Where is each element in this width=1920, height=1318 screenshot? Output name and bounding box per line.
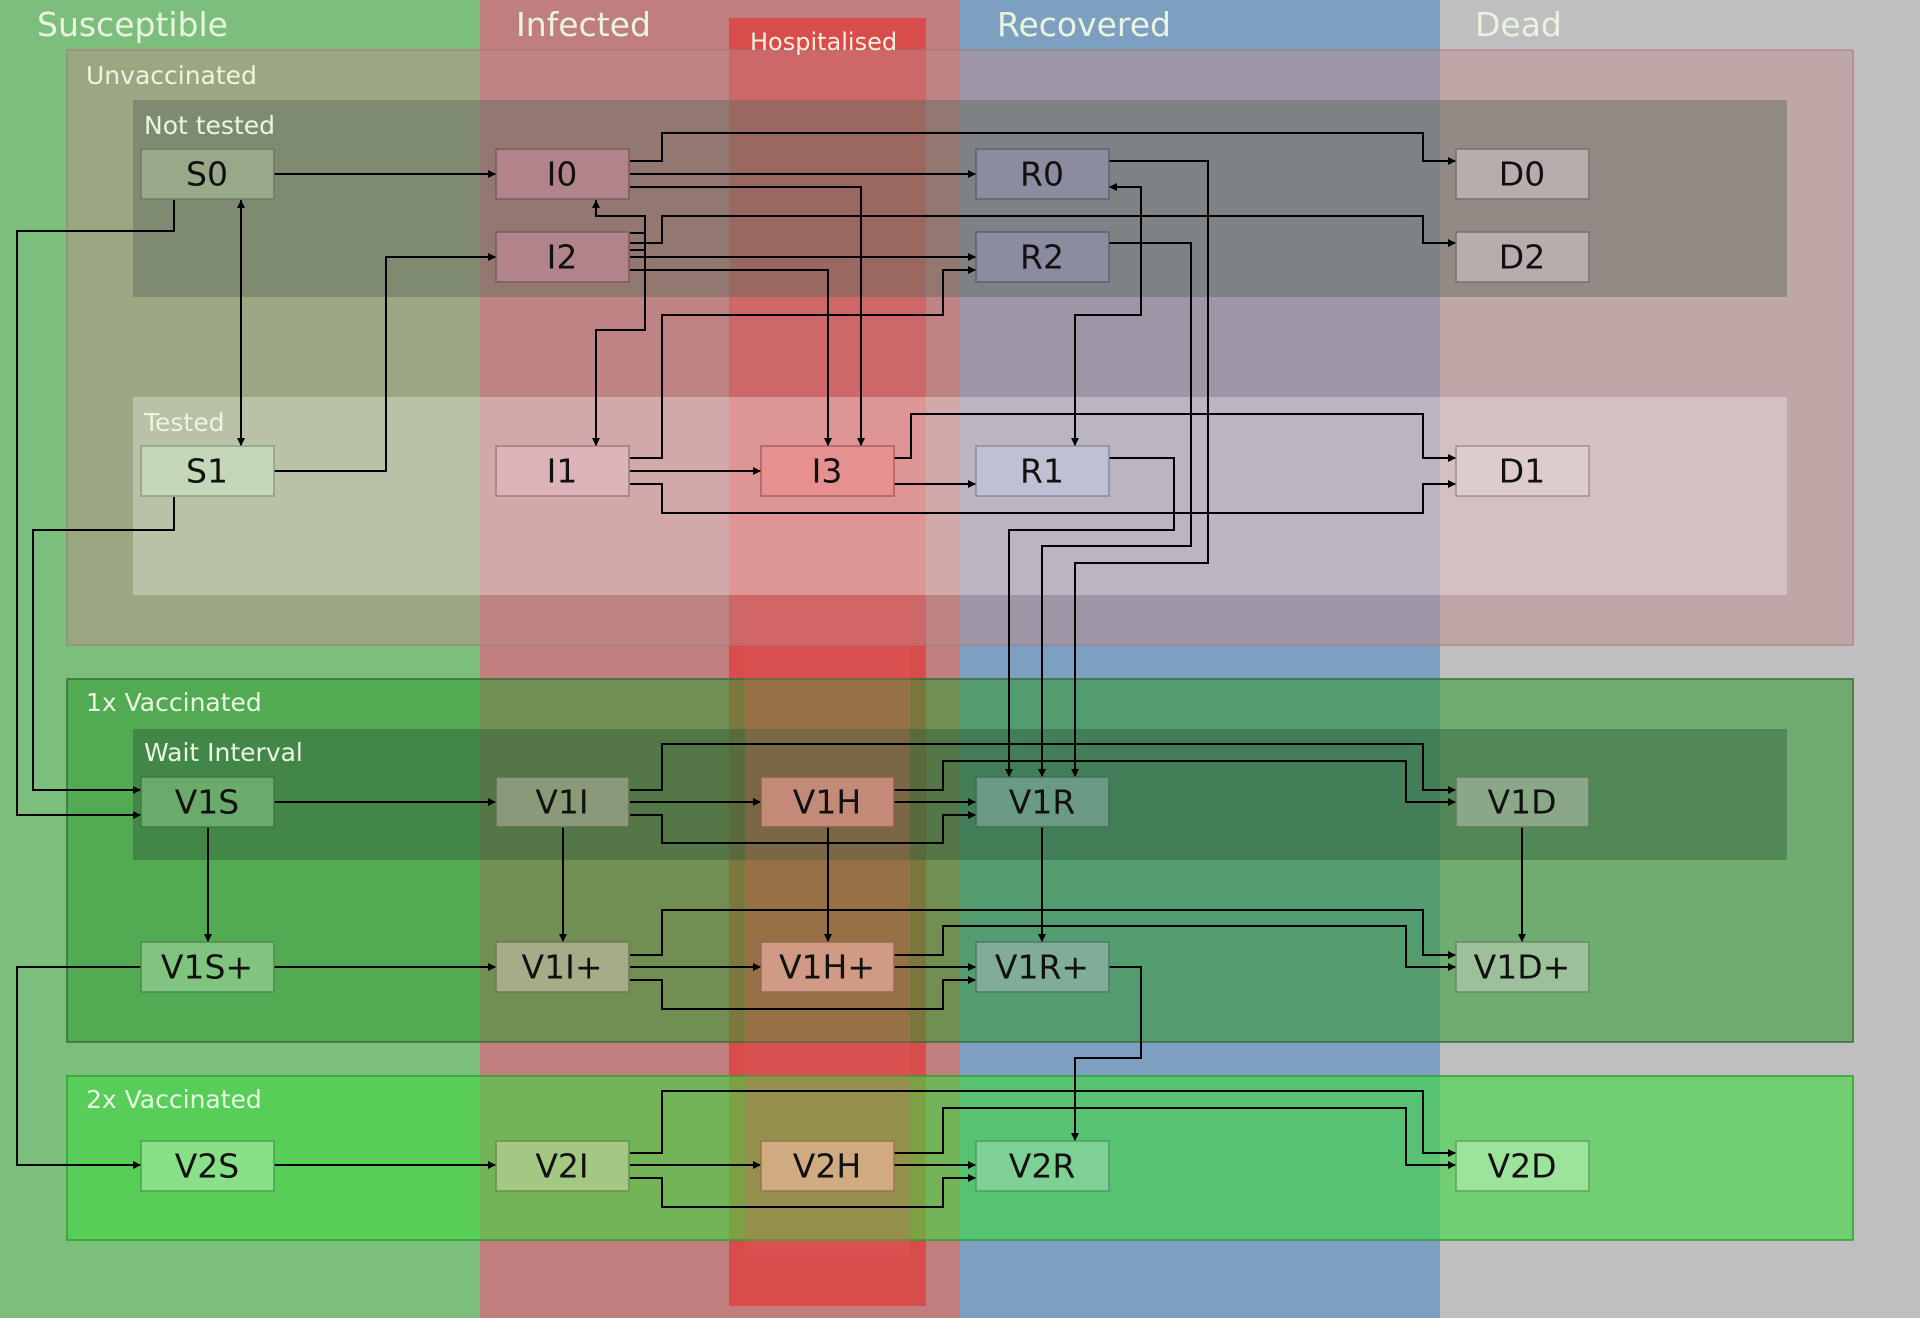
edge-s1-i2 xyxy=(274,253,496,472)
edge-i2-i3 xyxy=(630,269,832,446)
node-v1i-label: V1I xyxy=(535,783,588,822)
node-s0: S0 xyxy=(140,148,275,200)
node-r0-label: R0 xyxy=(1020,155,1064,194)
node-r0: R0 xyxy=(975,148,1110,200)
edge-r0-v1r xyxy=(1071,160,1209,777)
node-i0-label: I0 xyxy=(547,155,578,194)
node-r1-label: R1 xyxy=(1020,452,1064,491)
edge-r1-v1r xyxy=(1005,457,1175,777)
node-v1i: V1I xyxy=(495,776,630,828)
edge-s1-v1s xyxy=(32,497,175,794)
node-v2r: V2R xyxy=(975,1140,1110,1192)
node-d2-label: D2 xyxy=(1499,238,1545,277)
node-d1-label: D1 xyxy=(1499,452,1545,491)
vaccinated-1x-label: 1x Vaccinated xyxy=(86,688,262,717)
hospitalised-label: Hospitalised xyxy=(750,28,897,56)
node-r2-label: R2 xyxy=(1020,238,1064,277)
node-i1-label: I1 xyxy=(547,452,578,491)
node-r2: R2 xyxy=(975,231,1110,283)
node-v2s-label: V2S xyxy=(175,1147,240,1186)
node-v2h: V2H xyxy=(760,1140,895,1192)
edge-i0-i3 xyxy=(630,186,865,446)
edge-v2h-d xyxy=(894,1107,1456,1169)
tested-label: Tested xyxy=(143,408,224,437)
dead-label: Dead xyxy=(1475,5,1562,44)
node-v1h-plus: V1H+ xyxy=(760,941,895,993)
node-v2i: V2I xyxy=(495,1140,630,1192)
edge-i3-d1 xyxy=(894,413,1456,462)
node-v1h-label: V1H xyxy=(793,783,861,822)
node-i3-label: I3 xyxy=(812,452,843,491)
node-v1s-plus: V1S+ xyxy=(140,941,275,993)
node-v1s-plus-label: V1S+ xyxy=(161,948,253,987)
node-v1r-plus-label: V1R+ xyxy=(995,948,1089,987)
node-v1d-plus: V1D+ xyxy=(1455,941,1590,993)
vaccinated-2x-label: 2x Vaccinated xyxy=(86,1085,262,1114)
node-s1-label: S1 xyxy=(186,452,228,491)
edge-i2-i1 xyxy=(592,232,646,446)
node-v2i-label: V2I xyxy=(535,1147,588,1186)
node-i0: I0 xyxy=(495,148,630,200)
node-d1: D1 xyxy=(1455,445,1590,497)
edge-v1i-r xyxy=(630,811,976,844)
node-s1: S1 xyxy=(140,445,275,497)
edge-v1rp-v2r xyxy=(1071,966,1142,1141)
edge-v1h-d xyxy=(894,760,1456,806)
node-v1s-label: V1S xyxy=(175,783,240,822)
node-v1h: V1H xyxy=(760,776,895,828)
node-v2h-label: V2H xyxy=(793,1147,861,1186)
edge-v1hp-d xyxy=(894,925,1456,971)
node-s0-label: S0 xyxy=(186,155,228,194)
node-v2r-label: V2R xyxy=(1009,1147,1076,1186)
edge-v1i-d xyxy=(630,743,1456,794)
edge-v1ip-r xyxy=(630,976,976,1010)
edge-i1-i0 xyxy=(592,200,646,251)
node-v1d: V1D xyxy=(1455,776,1590,828)
node-v1d-label: V1D xyxy=(1488,783,1557,822)
edges xyxy=(16,132,1526,1208)
susceptible-label: Susceptible xyxy=(37,5,228,44)
recovered-label: Recovered xyxy=(997,5,1171,44)
node-i2-label: I2 xyxy=(547,238,578,277)
node-v1i-plus: V1I+ xyxy=(495,941,630,993)
edge-v1sp-v2s xyxy=(16,966,141,1169)
edge-r2-v1r xyxy=(1038,242,1192,777)
node-v2d-label: V2D xyxy=(1488,1147,1557,1186)
node-v2d: V2D xyxy=(1455,1140,1590,1192)
node-v2s: V2S xyxy=(140,1140,275,1192)
edge-i1-r2 xyxy=(630,266,976,459)
node-i3: I3 xyxy=(760,445,895,497)
edge-i0-d0 xyxy=(630,132,1456,165)
node-v1r-label: V1R xyxy=(1009,783,1076,822)
node-v1r: V1R xyxy=(975,776,1110,828)
edge-s0-v1s xyxy=(16,200,175,819)
edge-i1-d1 xyxy=(630,480,1456,514)
wait-interval-label: Wait Interval xyxy=(144,738,303,767)
not-tested-label: Not tested xyxy=(144,111,275,140)
node-v1d-plus-label: V1D+ xyxy=(1474,948,1571,987)
edge-r0-r1 xyxy=(1071,314,1141,446)
edge-i2-d2 xyxy=(630,215,1456,247)
node-d2: D2 xyxy=(1455,231,1590,283)
node-v1r-plus: V1R+ xyxy=(975,941,1110,993)
edge-v2i-d xyxy=(630,1090,1456,1157)
infected-label: Infected xyxy=(516,5,651,44)
node-d0: D0 xyxy=(1455,148,1590,200)
node-v1s: V1S xyxy=(140,776,275,828)
node-v1i-plus-label: V1I+ xyxy=(522,948,603,987)
edge-v2i-r xyxy=(630,1174,976,1208)
unvaccinated-label: Unvaccinated xyxy=(86,61,257,90)
nodes: S0 I0 R0 D0 I2 R2 D2 S1 I1 I3 R1 D1 V1S … xyxy=(140,148,1590,1192)
edge-v1ip-d xyxy=(630,909,1456,959)
node-d0-label: D0 xyxy=(1499,155,1545,194)
node-r1: R1 xyxy=(975,445,1110,497)
node-i2: I2 xyxy=(495,231,630,283)
node-i1: I1 xyxy=(495,445,630,497)
node-v1h-plus-label: V1H+ xyxy=(779,948,875,987)
